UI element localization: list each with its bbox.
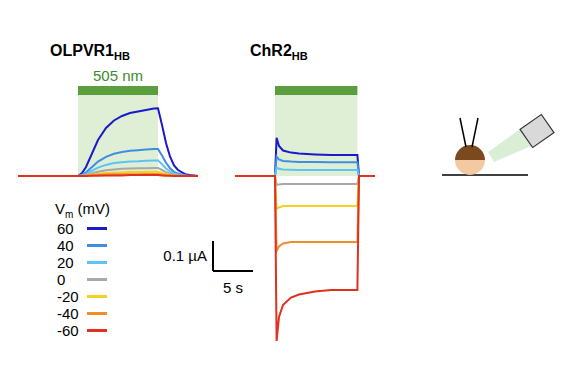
svg-text:5 s: 5 s xyxy=(223,279,243,296)
html-text:0: 0 xyxy=(57,271,66,288)
html-text:20: 20 xyxy=(57,254,74,271)
html-text:Vm(mV): Vm(mV) xyxy=(55,200,110,220)
svg-text:505 nm: 505 nm xyxy=(93,67,143,84)
html-text:40: 40 xyxy=(57,237,74,254)
html-text:OLPVR1HB: OLPVR1HB xyxy=(50,42,130,63)
html-text:60: 60 xyxy=(57,220,74,237)
html-text:-20: -20 xyxy=(57,288,79,305)
html-text:-40: -40 xyxy=(57,305,79,322)
html-text:ChR2HB: ChR2HB xyxy=(250,42,308,63)
html-text:-60: -60 xyxy=(57,322,79,339)
svg-text:0.1 µA: 0.1 µA xyxy=(163,247,207,264)
